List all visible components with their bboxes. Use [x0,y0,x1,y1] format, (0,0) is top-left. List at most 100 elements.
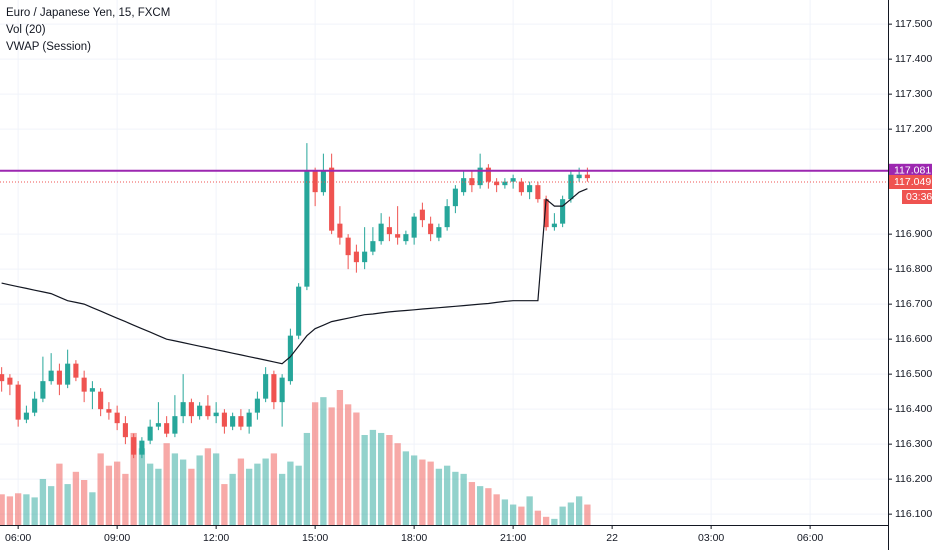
candle-body [428,223,434,235]
volume-bar [113,461,121,525]
volume-bar [303,432,311,525]
candle-body [15,384,21,420]
candle-body [230,416,236,427]
indicator-label: VWAP (Session) [6,41,91,53]
y-tick-label: 116.200 [895,473,932,485]
volume-bar [534,510,542,525]
candle-body [419,209,425,221]
candle-body [584,174,590,179]
candle-body [543,199,549,228]
volume-bar [311,402,319,525]
volume-bar [237,458,245,525]
candle-body [436,227,442,238]
candle-body [221,412,227,427]
volume-bar [419,459,426,525]
candle-layer [0,143,590,459]
candle-body [106,409,112,413]
volume-bar [328,407,335,525]
volume-bar [427,461,434,525]
candle-body [73,363,79,378]
candle-body [362,251,368,263]
volume-bar [31,497,38,525]
volume-bar [6,496,14,525]
candle-body [197,405,203,417]
volume-bar [575,496,583,525]
axes-layer: 116.100 116.200 116.300 116.400 116.500 116.6… [5,18,932,544]
volume-bar [14,493,22,525]
candle-body [477,167,483,186]
candle-body [485,167,491,182]
volume-bar [262,458,269,525]
candle-body [452,188,458,207]
volume-bar [344,404,352,525]
volume-bar [443,465,451,525]
volume-bar [179,459,187,525]
candle-body [461,178,467,193]
volume-bar [559,506,566,525]
volume-bar [72,471,80,525]
x-tick-label: 12:00 [203,532,229,544]
candle-body [180,402,186,417]
candle-body [32,398,38,413]
candle-body [535,185,541,200]
x-tick-label: 06:00 [797,532,823,544]
candle-body [320,171,326,193]
candle-body [147,426,153,441]
volume-bar [130,432,137,525]
overlay-layer [0,169,888,365]
price-badge [889,175,932,189]
x-tick-label: 18:00 [401,532,427,544]
countdown-label: 03:36 [906,191,932,203]
countdown-badge [902,190,932,204]
candle-body [304,171,310,287]
candle-body [551,223,557,228]
price-badge-label: 117.081 [894,165,931,177]
candle-body [131,437,137,455]
volume-bar [353,412,360,525]
candle-body [345,237,351,256]
candle-body [114,412,120,424]
candle-body [271,374,277,403]
candle-body [98,391,104,410]
y-tick-label: 116.100 [895,508,932,520]
volume-bar [394,443,401,525]
y-tick-label: 117.300 [895,88,932,100]
y-tick-label: 116.400 [895,403,932,415]
candle-body [576,174,582,179]
y-tick-label: 116.700 [895,298,932,310]
volume-bar [80,480,88,525]
grid [0,0,888,525]
candle-body [172,416,178,434]
y-tick-label: 116.500 [895,368,932,380]
x-tick-label: 15:00 [302,532,328,544]
volume-bar [221,484,228,525]
volume-bar [196,455,203,525]
candle-body [81,377,87,392]
y-tick-label: 117.400 [895,53,932,65]
candle-body [213,412,219,417]
candle-body [65,363,71,385]
candle-body [279,377,285,403]
volume-bar [295,465,302,525]
candle-body [155,423,161,427]
volume-bar [320,397,327,525]
volume-bar [476,486,484,525]
candle-body [23,412,29,420]
indicator-label: Vol (20) [6,24,46,36]
volume-bar [410,455,418,525]
candle-body [40,381,46,399]
volume-bar [155,468,162,525]
candle-body [7,377,13,385]
candle-body [263,374,269,399]
volume-bar [287,461,294,525]
candle-body [494,181,500,186]
x-tick-label: 03:00 [698,532,724,544]
price-badge [889,163,932,178]
volume-bar [435,468,443,525]
x-tick-label: 06:00 [5,532,31,544]
volume-bar [245,468,253,525]
volume-bar [105,465,113,525]
volume-bar [254,463,261,525]
candle-body [568,174,574,200]
candle-body [386,227,392,235]
